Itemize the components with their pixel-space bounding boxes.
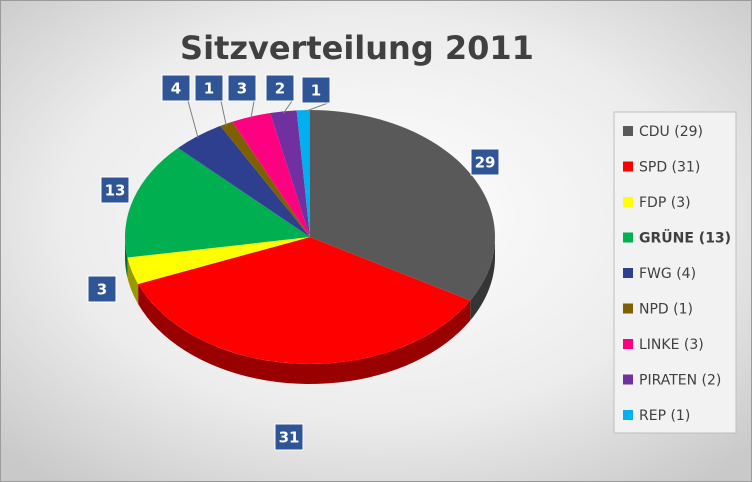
legend-label: GRÜNE (13)	[639, 229, 731, 247]
legend-label: PIRATEN (2)	[639, 373, 721, 389]
data-label-box	[470, 148, 500, 176]
data-label-box	[274, 423, 304, 451]
legend-label: REP (1)	[639, 408, 690, 424]
slice-side	[127, 257, 139, 305]
pie-slice	[270, 110, 310, 237]
pie-slice	[296, 110, 310, 237]
data-label: 2	[275, 80, 285, 98]
data-label: 1	[311, 82, 321, 100]
pie-slice	[138, 237, 471, 364]
data-label: 3	[97, 281, 107, 299]
slice-side	[125, 237, 128, 278]
legend-box	[613, 111, 737, 434]
legend-label: NPD (1)	[639, 302, 693, 318]
slice-side	[138, 284, 471, 384]
data-label-box	[265, 74, 295, 102]
data-label: 31	[279, 429, 300, 447]
data-label: 29	[475, 154, 496, 172]
legend-swatch	[623, 410, 633, 420]
data-label: 13	[105, 182, 126, 200]
slice-side	[470, 237, 495, 321]
leader-line	[303, 102, 329, 113]
legend-label: LINKE (3)	[639, 337, 704, 353]
legend-swatch	[623, 374, 633, 385]
legend-swatch	[623, 197, 633, 207]
data-label-box	[301, 76, 331, 104]
data-label-box	[87, 275, 117, 303]
legend-swatch	[623, 339, 633, 349]
pie-slice	[127, 237, 310, 285]
legend-label: FDP (3)	[639, 195, 691, 211]
data-label: 4	[171, 80, 181, 98]
data-label: 1	[204, 80, 214, 98]
pie-slice	[232, 112, 310, 237]
leader-line	[250, 100, 255, 119]
legend-swatch	[623, 126, 633, 136]
legend-swatch	[623, 303, 633, 314]
legend-label: CDU (29)	[639, 124, 703, 140]
pie-slice	[220, 121, 310, 237]
legend-label: FWG (4)	[639, 266, 696, 282]
leader-line	[282, 100, 293, 114]
leader-line	[220, 100, 227, 126]
data-label-box	[161, 74, 191, 102]
data-label-box	[100, 176, 130, 204]
legend-label: SPD (31)	[639, 160, 700, 176]
legend-swatch	[623, 232, 633, 243]
leader-line	[187, 100, 199, 139]
data-label: 3	[237, 80, 247, 98]
pie-slice	[310, 110, 495, 301]
legend-swatch	[623, 161, 633, 172]
data-label-box	[227, 74, 257, 102]
pie-slice	[178, 125, 310, 237]
legend-swatch	[623, 268, 633, 278]
pie-slice	[125, 148, 310, 258]
chart-title: Sitzverteilung 2011	[180, 29, 534, 67]
data-label-box	[194, 74, 224, 102]
